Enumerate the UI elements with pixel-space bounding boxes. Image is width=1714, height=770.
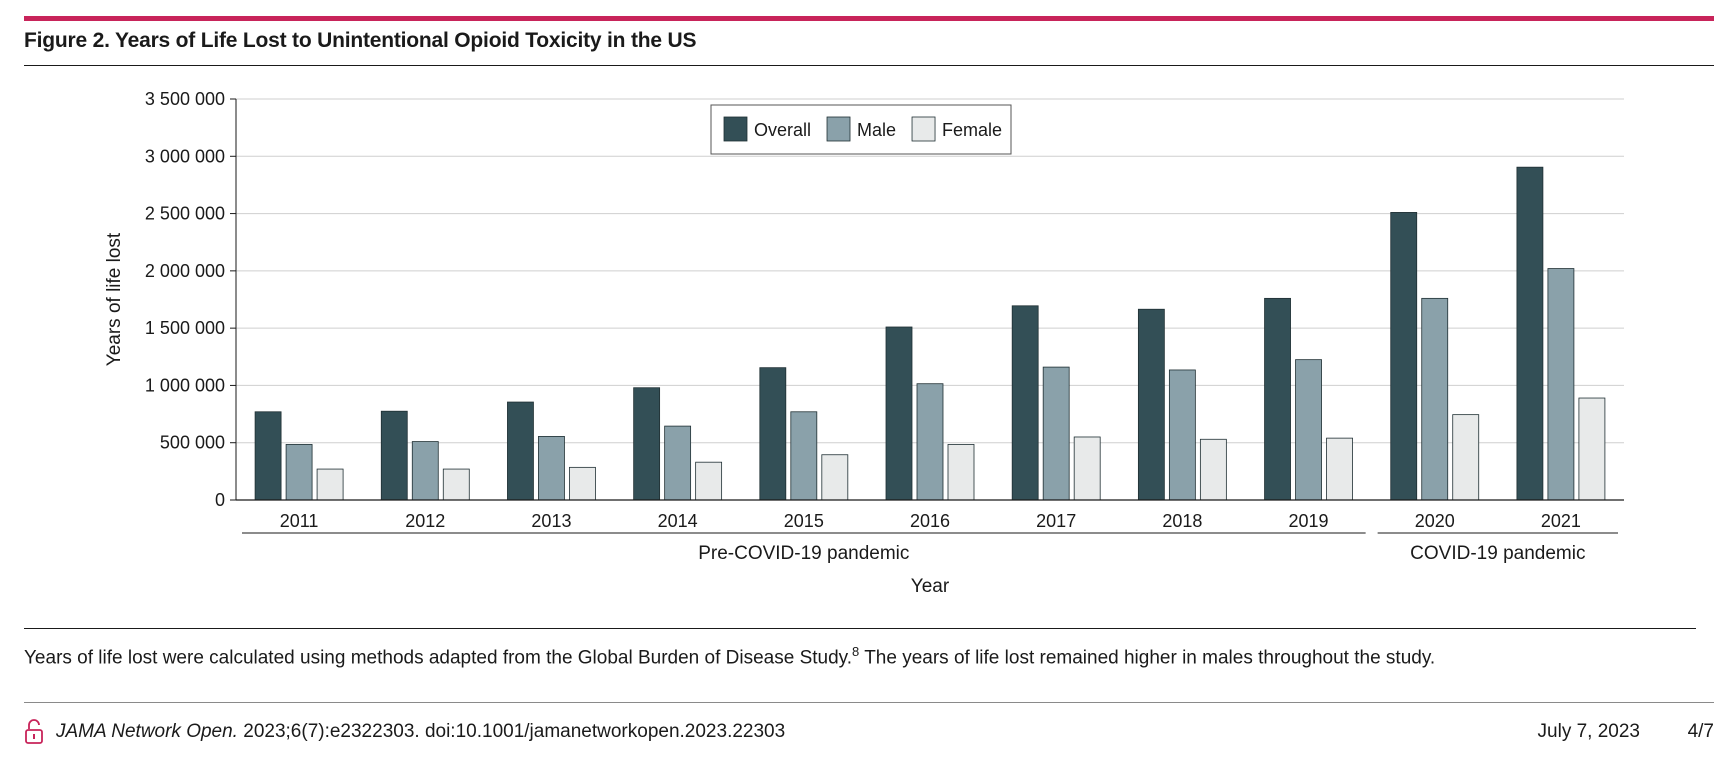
bar-female-2017 [1073,436,1101,501]
bar-female-2019 [1326,437,1353,501]
bar-male-2015 [790,411,818,501]
bar-female-2014 [695,461,723,501]
bar-overall-2017 [1011,305,1039,501]
footer-divider [24,702,1714,703]
y-tick-label: 3 000 000 [145,146,225,166]
bar-male-2020 [1421,297,1449,501]
bar-overall-2019 [1264,297,1291,501]
x-tick-label: 2018 [1162,511,1202,531]
legend: Overall Male Female [710,104,1012,155]
bar-overall-2013 [507,401,534,501]
legend-swatch-overall [723,116,748,142]
page-footer: JAMA Network Open. 2023;6(7):e2322303. d… [24,718,1714,748]
legend-label-female: Female [942,120,1002,140]
legend-box [710,104,1012,155]
bar-female-2020 [1452,414,1480,501]
bar-overall-2018 [1137,308,1165,501]
legend-swatch-male [826,116,851,142]
x-tick-label: 2011 [280,511,319,531]
bar-male-2016 [916,383,944,501]
page-number: 4/7 [1687,721,1714,742]
publication-date: July 7, 2023 [1537,721,1640,742]
bar-female-2012 [442,468,470,501]
x-tick-label: 2021 [1541,511,1581,531]
x-axis-label: Year [911,576,950,597]
citation-details: 2023;6(7):e2322303. doi:10.1001/jamanetw… [237,721,786,742]
y-tick-label: 500 000 [160,433,225,453]
bar-overall-2016 [885,326,913,501]
figure-caption: Years of life lost were calculated using… [24,644,1435,669]
y-tick-label: 2 000 000 [145,261,225,281]
x-tick-label: 2019 [1289,511,1329,531]
bar-overall-2012 [380,410,408,501]
group-label: COVID-19 pandemic [1410,543,1585,564]
x-tick-label: 2013 [531,511,571,531]
caption-text: Years of life lost were calculated using… [24,647,853,669]
bar-male-2021 [1547,268,1575,501]
caption-divider [24,628,1696,629]
bar-female-2013 [569,466,596,501]
legend-label-male: Male [857,120,896,140]
y-tick-label: 1 500 000 [145,318,225,338]
x-tick-label: 2015 [784,511,824,531]
bar-female-2016 [947,444,975,501]
legend-swatch-female [911,116,936,142]
bar-overall-2014 [633,387,661,501]
bar-female-2018 [1199,438,1227,501]
x-tick-label: 2020 [1415,511,1455,531]
bars [236,166,1624,501]
x-tick-label: 2016 [910,511,950,531]
y-tick-label: 0 [215,490,225,510]
bar-overall-2015 [759,367,787,501]
x-tick-label: 2014 [658,511,698,531]
y-tick-label: 1 000 000 [145,375,225,395]
x-tick-label: 2012 [405,511,445,531]
journal-name: JAMA Network Open. [56,721,238,742]
bar-male-2012 [411,441,439,501]
bar-chart: 0 500 000 1 000 000 1 500 000 2 000 000 2 500… [104,89,1624,597]
bar-male-2013 [538,436,565,501]
y-tick-label: 3 500 000 [145,89,225,109]
article-citation[interactable]: JAMA Network Open. 2023;6(7):e2322303. d… [56,721,785,743]
top-accent-rule [24,16,1714,21]
y-axis-label: Years of life lost [104,232,125,366]
bar-overall-2021 [1516,166,1544,501]
y-tick-label: 2 500 000 [145,204,225,224]
bar-male-2014 [664,425,692,501]
bar-female-2011 [316,468,344,501]
bar-male-2017 [1042,366,1070,501]
bar-male-2019 [1295,359,1322,501]
group-label: Pre-COVID-19 pandemic [698,543,909,564]
bar-male-2018 [1168,369,1196,501]
y-axis-ticks: 0 500 000 1 000 000 1 500 000 2 000 000 2 500… [145,89,237,510]
bar-female-2021 [1578,397,1606,501]
bar-female-2015 [821,454,849,501]
figure-title: Figure 2. Years of Life Lost to Unintent… [24,29,697,52]
x-tick-label: 2017 [1036,511,1076,531]
bar-male-2011 [285,444,313,501]
open-access-lock-icon [25,719,43,744]
caption-tail: The years of life lost remained higher i… [859,647,1436,669]
x-axis-groups: Pre-COVID-19 pandemic COVID-19 pandemic [242,532,1618,564]
x-axis-ticks: 2011 2012 2013 2014 2015 2016 2017 2018 2019 2020… [280,511,1581,531]
bar-overall-2020 [1390,212,1418,501]
title-divider [24,65,1714,66]
bar-overall-2011 [254,411,282,501]
caption-reference: 8 [852,644,860,659]
legend-label-overall: Overall [754,120,811,140]
